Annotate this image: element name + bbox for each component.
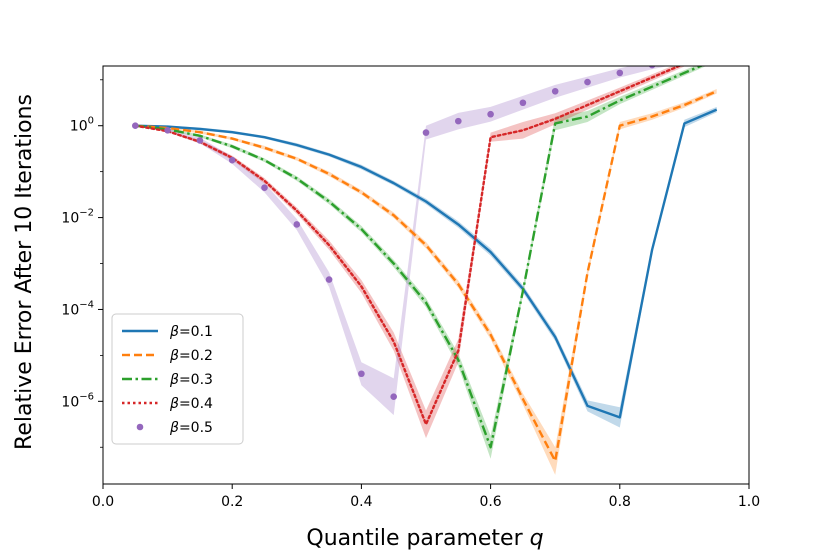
x-axis-title: Quantile parameter q <box>306 526 543 551</box>
series-line-2 <box>135 90 718 463</box>
x-tick-label: 0.2 <box>221 494 243 510</box>
x-axis: 0.0 0.2 0.4 0.6 0.8 1.0 <box>92 484 760 510</box>
legend: β=0.1 β=0.2 β=0.3 β=0.4 β=0.5 <box>111 313 244 445</box>
y-tick-label: 10−6 <box>61 391 94 410</box>
axes-frame <box>102 65 750 485</box>
data-point <box>196 137 204 144</box>
error-band-5 <box>135 66 669 416</box>
data-point <box>390 393 398 401</box>
data-point <box>164 127 171 134</box>
legend-label: β=0.2 <box>169 348 213 364</box>
data-point <box>455 117 462 125</box>
data-point <box>519 99 527 107</box>
data-point <box>551 87 559 95</box>
legend-label: β=0.3 <box>169 372 213 388</box>
y-axis-title: Relative Error After 10 Iterations <box>12 94 37 450</box>
x-tick-label: 0.8 <box>609 494 631 510</box>
data-point <box>132 122 139 130</box>
series-lines <box>132 66 718 463</box>
legend-box <box>111 313 244 445</box>
data-point <box>261 184 268 192</box>
legend-label: β=0.5 <box>169 420 213 436</box>
x-tick-label: 0.0 <box>92 494 114 510</box>
data-point <box>358 370 365 378</box>
y-tick-label: 100 <box>70 116 94 135</box>
data-point <box>584 78 591 86</box>
legend-label: β=0.1 <box>169 324 213 340</box>
legend-label: β=0.4 <box>169 396 213 412</box>
data-point <box>228 156 236 164</box>
y-tick-label: 10−2 <box>61 208 94 227</box>
x-tick-label: 0.6 <box>479 494 501 510</box>
x-tick-label: 0.4 <box>350 494 372 510</box>
data-point <box>422 129 430 136</box>
data-point <box>325 276 333 283</box>
legend-marker <box>136 423 144 431</box>
error-bands <box>135 66 717 475</box>
data-point <box>293 221 301 228</box>
data-point <box>648 66 656 69</box>
series-line-3 <box>135 66 704 449</box>
y-tick-label: 10−4 <box>61 299 94 318</box>
data-point <box>616 69 624 77</box>
x-tick-label: 1.0 <box>738 494 760 510</box>
series-line-1 <box>135 108 718 419</box>
data-point <box>487 110 494 118</box>
y-axis: 100 10−2 10−4 10−6 <box>61 79 103 448</box>
series-line-4 <box>134 66 683 426</box>
